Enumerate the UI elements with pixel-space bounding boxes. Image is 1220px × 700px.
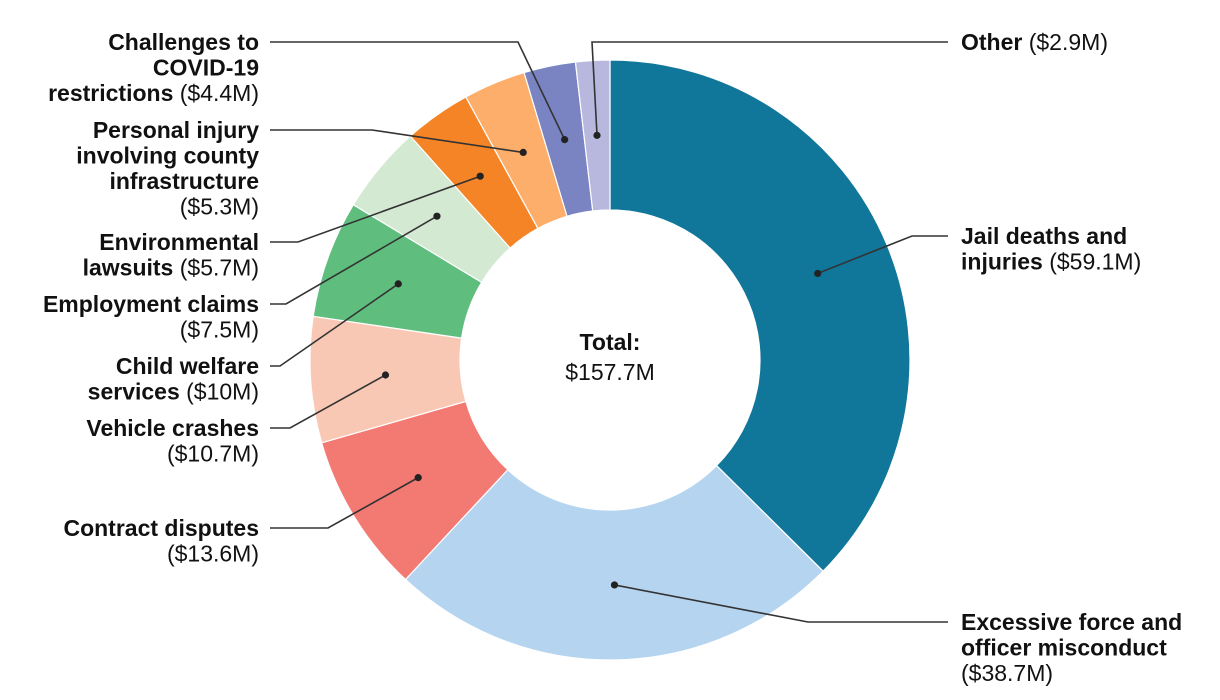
slice-label-2: Contract disputes ($13.6M) — [63, 515, 259, 567]
leader-dot-2 — [414, 474, 422, 482]
leader-dot-3 — [381, 371, 390, 379]
leader-dot-0 — [814, 269, 822, 278]
center-total-title: Total: — [580, 329, 641, 355]
slice-label-7: Personal injury involving county infrastru… — [76, 117, 259, 220]
slice-label-5: Employment claims ($7.5M) — [43, 291, 259, 343]
slice-label-8: Challenges to COVID-19 restrictions ($4.4M… — [48, 29, 259, 106]
slice-label-6: Environmental lawsuits ($5.7M) — [83, 229, 259, 281]
leader-dot-4 — [394, 280, 402, 288]
slice-label-3: Vehicle crashes ($10.7M) — [86, 415, 259, 467]
center-total-value: $157.7M — [565, 359, 655, 385]
leader-line-4 — [270, 283, 399, 367]
leader-line-8 — [270, 41, 566, 140]
leader-line-6 — [270, 175, 481, 243]
leader-line-7 — [270, 129, 524, 154]
labels-group: Jail deaths and injuries ($59.1M) Excessiv… — [43, 29, 1182, 686]
leader-lines-group — [270, 41, 948, 623]
leader-dot-9 — [593, 131, 601, 139]
center-label: Total: $157.7M — [565, 329, 655, 385]
leader-line-3 — [270, 374, 386, 429]
leader-line-2 — [270, 476, 419, 529]
slice-label-0: Jail deaths and injuries ($59.1M) — [961, 223, 1141, 275]
leader-dot-8 — [561, 136, 569, 144]
slice-0 — [609, 59, 911, 573]
leader-line-0 — [817, 235, 948, 275]
slice-label-4: Child welfare services ($10M) — [88, 353, 259, 405]
leader-line-9 — [591, 41, 948, 136]
leader-dot-7 — [519, 148, 527, 157]
slice-label-9: Other ($2.9M) — [961, 29, 1108, 55]
slice-9 — [574, 59, 611, 212]
leader-dot-6 — [476, 172, 484, 180]
slice-1 — [404, 464, 824, 661]
leader-line-5 — [270, 215, 438, 305]
slices-group — [309, 59, 911, 661]
leader-line-1 — [614, 584, 948, 623]
leader-dot-5 — [433, 212, 441, 220]
leader-dot-1 — [610, 581, 619, 589]
slice-label-1: Excessive force and officer misconduct ($3… — [961, 609, 1182, 686]
